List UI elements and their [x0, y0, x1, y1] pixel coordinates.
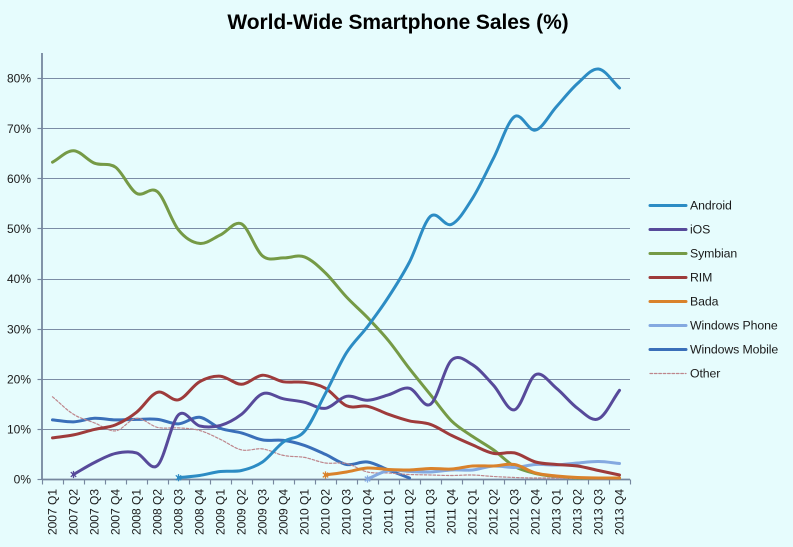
svg-text:30%: 30%	[7, 322, 31, 336]
svg-text:2013 Q2: 2013 Q2	[571, 489, 585, 535]
svg-text:2010 Q3: 2010 Q3	[340, 489, 354, 535]
svg-text:2009 Q4: 2009 Q4	[277, 489, 291, 535]
svg-text:2010 Q1: 2010 Q1	[298, 489, 312, 535]
svg-text:2012 Q4: 2012 Q4	[529, 489, 543, 535]
svg-text:2012 Q1: 2012 Q1	[466, 489, 480, 535]
svg-text:2008 Q1: 2008 Q1	[130, 489, 144, 535]
svg-text:70%: 70%	[7, 122, 31, 136]
svg-text:2012 Q2: 2012 Q2	[487, 489, 501, 535]
svg-text:Windows Mobile: Windows Mobile	[690, 343, 778, 357]
svg-text:80%: 80%	[7, 72, 31, 86]
svg-text:Symbian: Symbian	[690, 247, 737, 261]
svg-text:Bada: Bada	[690, 295, 719, 309]
svg-text:2011 Q4: 2011 Q4	[445, 489, 459, 534]
svg-text:2010 Q4: 2010 Q4	[361, 489, 375, 535]
svg-text:2007 Q3: 2007 Q3	[88, 489, 102, 535]
svg-text:2008 Q4: 2008 Q4	[193, 489, 207, 535]
svg-text:2009 Q1: 2009 Q1	[214, 489, 228, 535]
svg-text:2013 Q1: 2013 Q1	[550, 489, 564, 535]
svg-text:2010 Q2: 2010 Q2	[319, 489, 333, 535]
svg-text:World-Wide Smartphone Sales (%: World-Wide Smartphone Sales (%)	[227, 11, 568, 34]
svg-text:Other: Other	[690, 367, 720, 381]
svg-text:0%: 0%	[14, 473, 32, 487]
svg-text:2011 Q2: 2011 Q2	[403, 489, 417, 534]
svg-text:2007 Q4: 2007 Q4	[109, 489, 123, 535]
svg-text:2008 Q3: 2008 Q3	[172, 489, 186, 535]
svg-text:2011 Q3: 2011 Q3	[424, 489, 438, 534]
svg-text:RIM: RIM	[690, 271, 712, 285]
svg-text:40%: 40%	[7, 272, 31, 286]
svg-text:2011 Q1: 2011 Q1	[382, 489, 396, 534]
svg-text:iOS: iOS	[690, 223, 710, 237]
svg-text:2013 Q4: 2013 Q4	[613, 489, 627, 535]
svg-text:2007 Q1: 2007 Q1	[46, 489, 60, 535]
svg-text:2007 Q2: 2007 Q2	[67, 489, 81, 535]
svg-text:Android: Android	[690, 199, 732, 213]
svg-text:2009 Q3: 2009 Q3	[256, 489, 270, 535]
svg-text:20%: 20%	[7, 372, 31, 386]
svg-text:2009 Q2: 2009 Q2	[235, 489, 249, 535]
svg-text:10%: 10%	[7, 423, 31, 437]
svg-text:Windows Phone: Windows Phone	[690, 319, 778, 333]
svg-text:60%: 60%	[7, 172, 31, 186]
svg-text:2008 Q2: 2008 Q2	[151, 489, 165, 535]
svg-text:50%: 50%	[7, 222, 31, 236]
svg-text:2013 Q3: 2013 Q3	[592, 489, 606, 535]
svg-text:2012 Q3: 2012 Q3	[508, 489, 522, 535]
